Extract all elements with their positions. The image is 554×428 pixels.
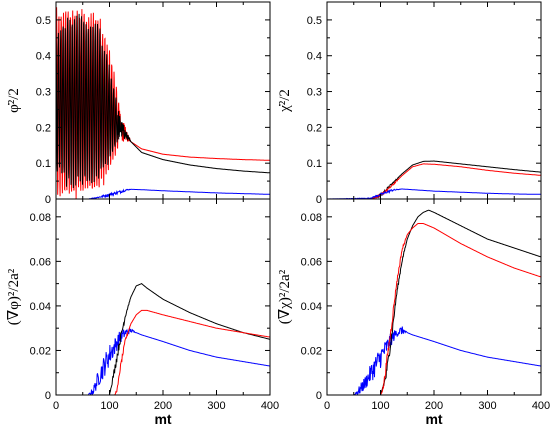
y-tick-label: 0.4 xyxy=(36,51,51,63)
series-group xyxy=(327,160,541,199)
series-line-3 xyxy=(327,188,541,199)
series-line-1 xyxy=(327,326,541,395)
series-line-3 xyxy=(327,223,541,395)
x-axis-label: mt xyxy=(425,411,442,427)
y-tick-label: 0 xyxy=(45,390,51,402)
y-axis-label: χ̇²/2 xyxy=(277,89,293,113)
x-tick-label: 400 xyxy=(532,400,550,412)
panel-bottom-right: 0 0.02 0.04 0.06 0.08 0 100 200 300 400 (∇χ)²/2a² m… xyxy=(277,198,550,427)
series-line-3 xyxy=(56,309,270,395)
y-tick-label: 0 xyxy=(45,194,51,206)
x-tick-label: 300 xyxy=(478,400,496,412)
series-line-2 xyxy=(327,163,541,199)
x-tick-label: 300 xyxy=(207,400,225,412)
x-axis-label: mt xyxy=(154,411,171,427)
y-tick-label: 0 xyxy=(316,194,322,206)
y-tick-label: 0.06 xyxy=(301,256,322,268)
series-group xyxy=(327,209,541,395)
panel-top-left: 0 0.1 0.2 0.3 0.4 0.5 φ̇²/2 xyxy=(6,1,271,206)
y-axis-label: (∇φ)²/2a² xyxy=(6,268,22,325)
y-tick-label: 0.2 xyxy=(36,122,51,134)
x-tick-label: 200 xyxy=(425,400,443,412)
plot-frame xyxy=(55,198,271,396)
y-tick-label: 0.1 xyxy=(307,158,322,170)
x-tick-label: 400 xyxy=(261,400,279,412)
y-tick-label: 0.02 xyxy=(301,345,322,357)
series-line-1 xyxy=(56,327,270,395)
y-tick-label: 0.02 xyxy=(30,345,51,357)
y-tick-label: 0.08 xyxy=(30,212,51,224)
y-tick-label: 0.3 xyxy=(307,87,322,99)
y-tick-label: 0.06 xyxy=(30,256,51,268)
x-tick-label: 0 xyxy=(324,400,330,412)
series-line-1 xyxy=(327,160,541,199)
y-tick-label: 0.04 xyxy=(30,301,51,313)
y-tick-label: 0.1 xyxy=(36,158,51,170)
series-line-2 xyxy=(327,209,541,395)
series-group xyxy=(56,282,270,395)
y-axis-label: (∇χ)²/2a² xyxy=(277,269,293,324)
x-tick-label: 100 xyxy=(371,400,389,412)
y-tick-label: 0.2 xyxy=(307,122,322,134)
x-tick-label: 200 xyxy=(154,400,172,412)
y-tick-label: 0.5 xyxy=(307,15,322,27)
series-line-3 xyxy=(56,188,270,199)
y-tick-label: 0.3 xyxy=(36,87,51,99)
y-tick-label: 0 xyxy=(316,390,322,402)
x-tick-label: 0 xyxy=(53,400,59,412)
series-line-2 xyxy=(56,13,270,189)
series-group xyxy=(56,7,270,199)
x-tick-label: 100 xyxy=(100,400,118,412)
y-tick-label: 0.5 xyxy=(36,15,51,27)
panel-bottom-left: 0 0.02 0.04 0.06 0.08 0 100 200 300 400 (∇φ)²/2a² m… xyxy=(6,198,279,427)
y-tick-label: 0.04 xyxy=(301,301,322,313)
y-tick-label: 0.4 xyxy=(307,51,322,63)
panel-top-right: 0 0.1 0.2 0.3 0.4 0.5 χ̇²/2 xyxy=(277,1,542,206)
series-line-2 xyxy=(56,282,270,395)
y-tick-label: 0.08 xyxy=(301,212,322,224)
y-axis-label: φ̇²/2 xyxy=(6,88,22,113)
